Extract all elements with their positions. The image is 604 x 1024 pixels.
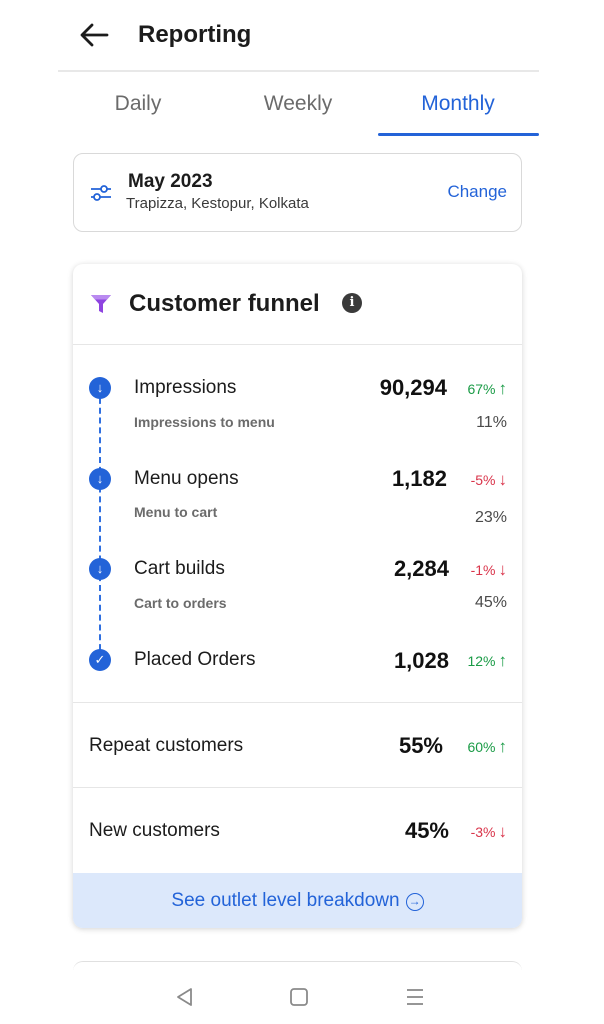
filter-card: May 2023 Trapizza, Kestopur, Kolkata Cha… [73, 153, 522, 232]
repeat-customers-label: Repeat customers [89, 735, 244, 756]
check-circle-icon: ✓ [89, 649, 111, 671]
arrow-down-circle-icon: ↓ [89, 468, 111, 490]
trend-up-icon: ↑ [498, 651, 508, 670]
repeat-customers-change: 60% ↑ [467, 737, 508, 756]
new-customers-value: 45% [404, 818, 449, 843]
selected-month: May 2023 [128, 171, 213, 192]
stage-label-cart-builds: Cart builds [134, 558, 225, 579]
stage-label-placed-orders: Placed Orders [134, 649, 256, 670]
customer-funnel-card: Customer funnel i ↓ Impressions 90,294 6… [73, 264, 522, 928]
conversion-value: 11% [476, 414, 507, 431]
stage-change-cart-builds: -1% ↓ [470, 560, 508, 579]
period-tabs: Daily Weekly Monthly [58, 78, 539, 138]
trend-down-icon: ↓ [498, 470, 508, 489]
arrow-left-icon[interactable] [78, 20, 110, 50]
stage-change-impressions: 67% ↑ [467, 379, 508, 398]
repeat-customers-value: 55% [398, 733, 443, 758]
funnel-header: Customer funnel i [73, 264, 522, 345]
stage-change-menu-opens: -5% ↓ [470, 470, 508, 489]
sliders-icon [91, 185, 111, 201]
conversion-label: Menu to cart [134, 504, 218, 520]
breakdown-label: See outlet level breakdown [171, 890, 400, 911]
tab-weekly[interactable]: Weekly [263, 92, 333, 115]
selected-outlet: Trapizza, Kestopur, Kolkata [126, 195, 309, 212]
trend-up-icon: ↑ [498, 379, 508, 398]
stage-value-impressions: 90,294 [379, 375, 447, 400]
trend-up-icon: ↑ [498, 737, 508, 756]
next-card-edge [73, 961, 522, 971]
outlet-breakdown-link[interactable]: See outlet level breakdown → [73, 873, 522, 928]
system-nav-bar [0, 970, 604, 1024]
stage-change-placed-orders: 12% ↑ [467, 651, 508, 670]
trend-down-icon: ↓ [498, 822, 508, 841]
stage-label-impressions: Impressions [134, 377, 237, 398]
stage-value-menu-opens: 1,182 [391, 466, 447, 491]
tab-daily[interactable]: Daily [114, 92, 162, 115]
app-header: Reporting [58, 0, 539, 72]
change-filter-button[interactable]: Change [447, 182, 507, 201]
tab-monthly[interactable]: Monthly [421, 92, 495, 115]
trend-down-icon: ↓ [498, 560, 508, 579]
new-customers-change: -3% ↓ [470, 822, 508, 841]
section-divider [73, 702, 522, 703]
arrow-down-circle-icon: ↓ [89, 558, 111, 580]
stage-value-placed-orders: 1,028 [393, 648, 449, 673]
conversion-label: Impressions to menu [134, 414, 275, 430]
arrow-down-circle-icon: ↓ [89, 377, 111, 399]
active-tab-indicator [378, 133, 539, 136]
stage-label-menu-opens: Menu opens [134, 468, 239, 489]
new-customers-label: New customers [89, 820, 220, 841]
info-icon[interactable]: i [342, 293, 362, 313]
funnel-icon [91, 295, 111, 313]
funnel-title: Customer funnel [129, 290, 320, 317]
section-divider [73, 787, 522, 788]
arrow-right-circle-icon: → [405, 893, 424, 911]
conversion-value: 23% [474, 509, 507, 526]
hamburger-menu-icon[interactable] [400, 982, 430, 1012]
funnel-connector-line [99, 388, 101, 660]
conversion-value: 45% [474, 594, 507, 611]
page-title: Reporting [138, 21, 252, 48]
square-home-icon[interactable] [284, 982, 314, 1012]
stage-value-cart-builds: 2,284 [393, 556, 449, 581]
conversion-label: Cart to orders [134, 595, 227, 611]
triangle-back-icon[interactable] [170, 982, 200, 1012]
